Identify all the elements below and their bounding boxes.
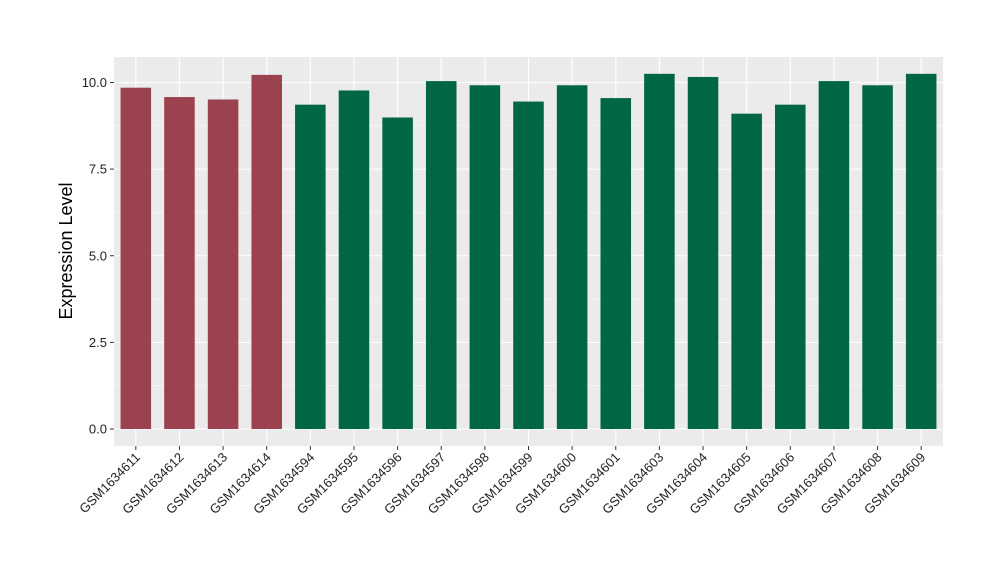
y-axis: 0.0 2.5 5.0 7.5 10.0 <box>82 75 114 437</box>
bar-GSM1634604 <box>687 76 719 430</box>
bar-GSM1634595 <box>338 90 370 430</box>
x-axis: GSM1634611GSM1634612GSM1634613GSM1634614… <box>76 446 928 517</box>
y-tick-label: 5.0 <box>89 248 107 263</box>
bar-GSM1634596 <box>382 117 413 430</box>
bar-GSM1634611 <box>120 87 152 429</box>
bars-group <box>120 73 937 430</box>
bar-GSM1634594 <box>295 104 326 430</box>
bar-GSM1634606 <box>775 104 806 430</box>
bar-GSM1634605 <box>731 113 762 429</box>
bar-GSM1634607 <box>818 81 850 429</box>
bar-GSM1634614 <box>251 74 282 429</box>
bar-GSM1634608 <box>862 85 893 429</box>
y-axis-title: Expression Level <box>56 182 76 319</box>
bar-GSM1634599 <box>513 101 544 430</box>
bar-GSM1634600 <box>556 85 588 429</box>
y-tick-label: 2.5 <box>89 335 107 350</box>
bar-GSM1634598 <box>469 85 501 429</box>
bar-GSM1634612 <box>164 97 195 429</box>
y-tick-label: 0.0 <box>89 422 107 437</box>
y-tick-label: 7.5 <box>89 162 107 177</box>
bar-GSM1634601 <box>600 98 632 429</box>
y-tick-label: 10.0 <box>82 75 107 90</box>
bar-GSM1634609 <box>905 73 937 430</box>
bar-GSM1634597 <box>425 81 457 429</box>
bar-GSM1634603 <box>644 73 675 430</box>
bar-GSM1634613 <box>207 99 239 429</box>
